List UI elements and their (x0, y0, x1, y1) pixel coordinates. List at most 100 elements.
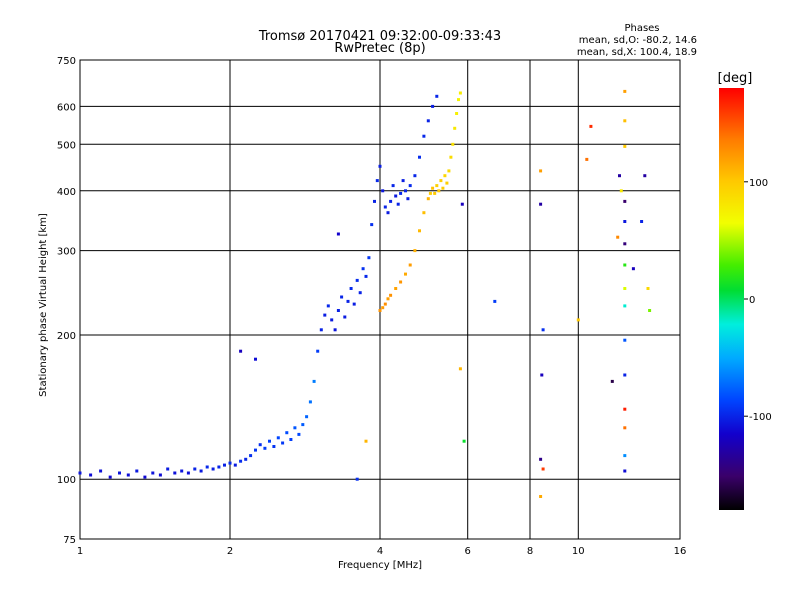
data-point (449, 155, 453, 159)
data-point (431, 186, 435, 190)
x-axis-ticks: 1 2 4 6 8 10 16 (77, 546, 687, 557)
data-point (439, 179, 443, 183)
y-axis-label: Stationary phase Virtual Height [km] (38, 213, 49, 397)
data-point (422, 211, 426, 215)
data-point (441, 186, 445, 190)
data-point (437, 189, 441, 193)
data-point (389, 293, 393, 297)
data-point (458, 91, 462, 95)
data-point (285, 431, 289, 435)
data-point (180, 469, 184, 473)
data-point (389, 199, 393, 203)
x-tick-label: 6 (465, 546, 471, 557)
data-point (364, 439, 368, 443)
data-point (640, 220, 644, 223)
data-point (316, 349, 320, 353)
colorbar (719, 88, 744, 510)
data-point (375, 179, 379, 183)
data-point (166, 467, 170, 471)
data-point (143, 475, 147, 479)
y-tick-label: 200 (57, 331, 76, 342)
data-point (378, 309, 382, 312)
data-point (254, 448, 257, 452)
data-point (78, 471, 82, 475)
data-point (396, 202, 400, 206)
data-point (370, 223, 374, 227)
data-point (308, 400, 312, 404)
data-point (326, 304, 330, 308)
data-point (258, 443, 262, 447)
data-point (355, 477, 359, 481)
data-point (301, 423, 305, 427)
data-point (413, 249, 417, 253)
data-point (399, 280, 403, 284)
data-point (435, 184, 439, 188)
data-point (272, 445, 276, 448)
data-point (623, 119, 627, 123)
data-point (623, 338, 627, 342)
data-point (349, 287, 353, 290)
data-point (126, 473, 130, 477)
data-point (623, 144, 627, 148)
data-point (539, 457, 543, 461)
data-point (386, 297, 390, 301)
colorbar-tick-label: 0 (749, 295, 755, 306)
data-point (585, 157, 589, 161)
y-tick-label: 600 (57, 102, 76, 113)
data-point (276, 436, 280, 440)
data-point (623, 407, 627, 411)
data-point (623, 199, 627, 203)
data-point (323, 313, 327, 317)
data-point (281, 441, 285, 445)
colorbar-tick-label: -100 (749, 412, 772, 423)
data-point (263, 446, 267, 450)
data-point (373, 199, 376, 203)
data-point (239, 459, 243, 463)
data-point (199, 469, 203, 473)
chart-title: Tromsø 20170421 09:32:00-09:33:43 (258, 29, 501, 44)
data-points (78, 89, 652, 498)
data-point (576, 318, 580, 322)
data-point (623, 89, 627, 93)
data-point (541, 467, 545, 471)
data-point (89, 473, 93, 477)
data-point (539, 202, 543, 206)
data-point (249, 454, 253, 458)
data-point (404, 272, 407, 276)
data-point (540, 373, 544, 377)
y-tick-label: 400 (57, 187, 76, 198)
data-point (173, 471, 177, 475)
x-tick-label: 10 (572, 546, 585, 557)
data-point (217, 465, 221, 469)
data-point (443, 174, 447, 178)
data-point (623, 287, 627, 290)
x-tick-label: 8 (527, 546, 533, 557)
data-point (418, 155, 421, 159)
data-point (244, 457, 248, 461)
data-point (223, 463, 226, 467)
grid-lines (80, 60, 680, 539)
data-point (631, 267, 635, 271)
data-point (426, 119, 430, 123)
data-point (401, 179, 405, 183)
data-point (151, 471, 155, 475)
data-point (539, 495, 543, 498)
data-point (340, 295, 344, 299)
data-point (455, 112, 459, 115)
colorbar-label: [deg] (718, 71, 753, 86)
data-point (312, 379, 316, 383)
data-point (648, 309, 652, 312)
data-point (643, 174, 647, 178)
data-point (431, 104, 435, 108)
data-point (451, 142, 455, 146)
y-tick-label: 300 (57, 247, 76, 258)
data-point (493, 299, 497, 303)
data-point (589, 124, 593, 128)
x-tick-label: 2 (227, 546, 233, 557)
data-point (619, 189, 623, 193)
data-point (406, 197, 410, 201)
data-point (211, 467, 215, 471)
x-tick-label: 16 (674, 546, 687, 557)
data-point (383, 205, 387, 209)
